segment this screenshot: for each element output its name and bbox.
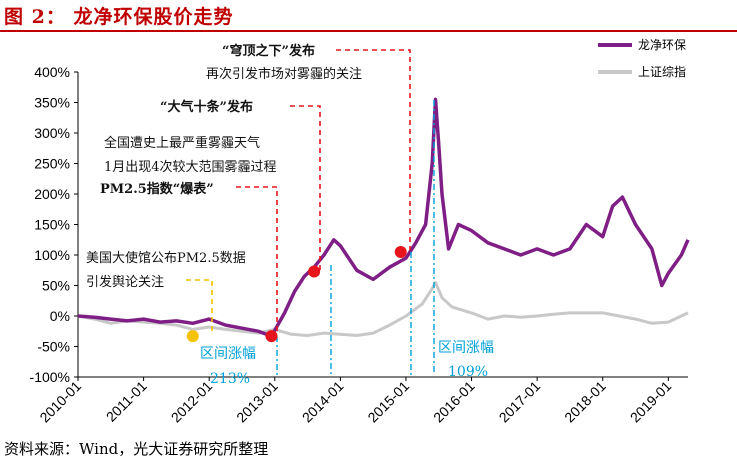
- y-tick-label: 350%: [34, 95, 70, 111]
- x-tick-label: 2016-01: [430, 378, 478, 426]
- guide-pm25: [236, 186, 278, 335]
- y-tick-label: -100%: [30, 369, 70, 385]
- annotation-daqi-title: “大气十条”发布: [160, 99, 253, 115]
- legend-label-shanghai: 上证综指: [638, 64, 686, 79]
- range-value-1: 213%: [210, 371, 250, 387]
- range-label-1: 区间涨幅: [200, 346, 256, 362]
- y-tick-label: 50%: [42, 278, 70, 294]
- legend-label-longjing: 龙净环保: [638, 38, 686, 52]
- x-tick-label: 2014-01: [299, 378, 347, 426]
- annotation-qiongding-title: “穹顶之下”发布: [222, 43, 315, 59]
- range-value-2: 109%: [448, 364, 488, 380]
- y-tick-label: 300%: [34, 125, 70, 141]
- y-tick-label: 200%: [34, 186, 70, 202]
- chart-title: 图 2： 龙净环保股价走势: [4, 6, 234, 28]
- x-tick-label: 2015-01: [364, 378, 412, 426]
- annotation-embassy-1: 美国大使馆公布PM2.5数据: [86, 250, 246, 266]
- event-marker-daqi: [308, 265, 321, 278]
- range-label-2: 区间涨幅: [438, 340, 494, 356]
- x-tick-label: 2019-01: [627, 378, 675, 426]
- y-tick-label: 400%: [34, 64, 70, 80]
- series-line-shanghai: [77, 280, 689, 337]
- y-tick-label: 150%: [34, 217, 70, 233]
- title-rule: [0, 30, 737, 32]
- annotation-pm25-burst: PM2.5指数“爆表”: [100, 181, 214, 197]
- annotation-embassy-2: 引发舆论关注: [86, 274, 164, 290]
- legend: 龙净环保 上证综指: [598, 38, 686, 79]
- x-tick-label: 2012-01: [168, 378, 216, 426]
- x-tick-label: 2011-01: [103, 378, 150, 425]
- guide-daqi: [290, 105, 321, 272]
- annotation-qiongding-sub: 再次引发市场对雾霾的关注: [206, 66, 362, 82]
- y-tick-label: -50%: [37, 339, 70, 355]
- annotation-national-1: 全国遭史上最严重雾霾天气: [104, 135, 260, 151]
- guide-qiongding: [336, 49, 411, 250]
- annotation-national-2: 1月出现4次较大范围雾霾过程: [104, 159, 277, 175]
- series-line-longjing: [77, 97, 690, 338]
- x-tick-label: 2017-01: [496, 378, 544, 426]
- y-tick-label: 0%: [50, 308, 70, 324]
- event-marker-qiongding: [394, 245, 407, 258]
- source-note: 资料来源：Wind，光大证券研究所整理: [4, 440, 269, 458]
- y-tick-label: 100%: [34, 247, 70, 263]
- event-marker-pm25-2013: [265, 330, 278, 343]
- y-tick-label: 250%: [34, 156, 70, 172]
- event-marker-embassy: [186, 330, 199, 343]
- x-tick-label: 2018-01: [561, 378, 609, 426]
